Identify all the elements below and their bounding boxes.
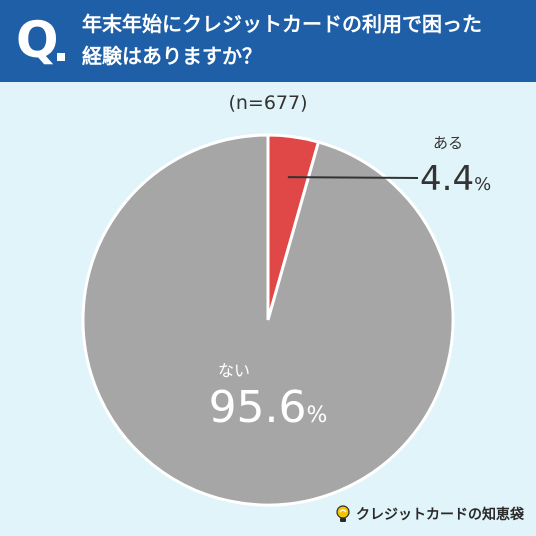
- leader-line-yes: [288, 177, 418, 178]
- slice-category-label-yes: ある: [433, 134, 463, 152]
- slice-category-label-no: ない: [218, 361, 250, 380]
- brand-name: クレジットカードの知恵袋: [356, 504, 524, 524]
- slice-value-label-yes: 4.4%: [420, 159, 491, 199]
- lightbulb-icon: [334, 504, 352, 524]
- pie-slice-no: [83, 135, 453, 505]
- brand-logo: クレジットカードの知恵袋: [334, 504, 524, 524]
